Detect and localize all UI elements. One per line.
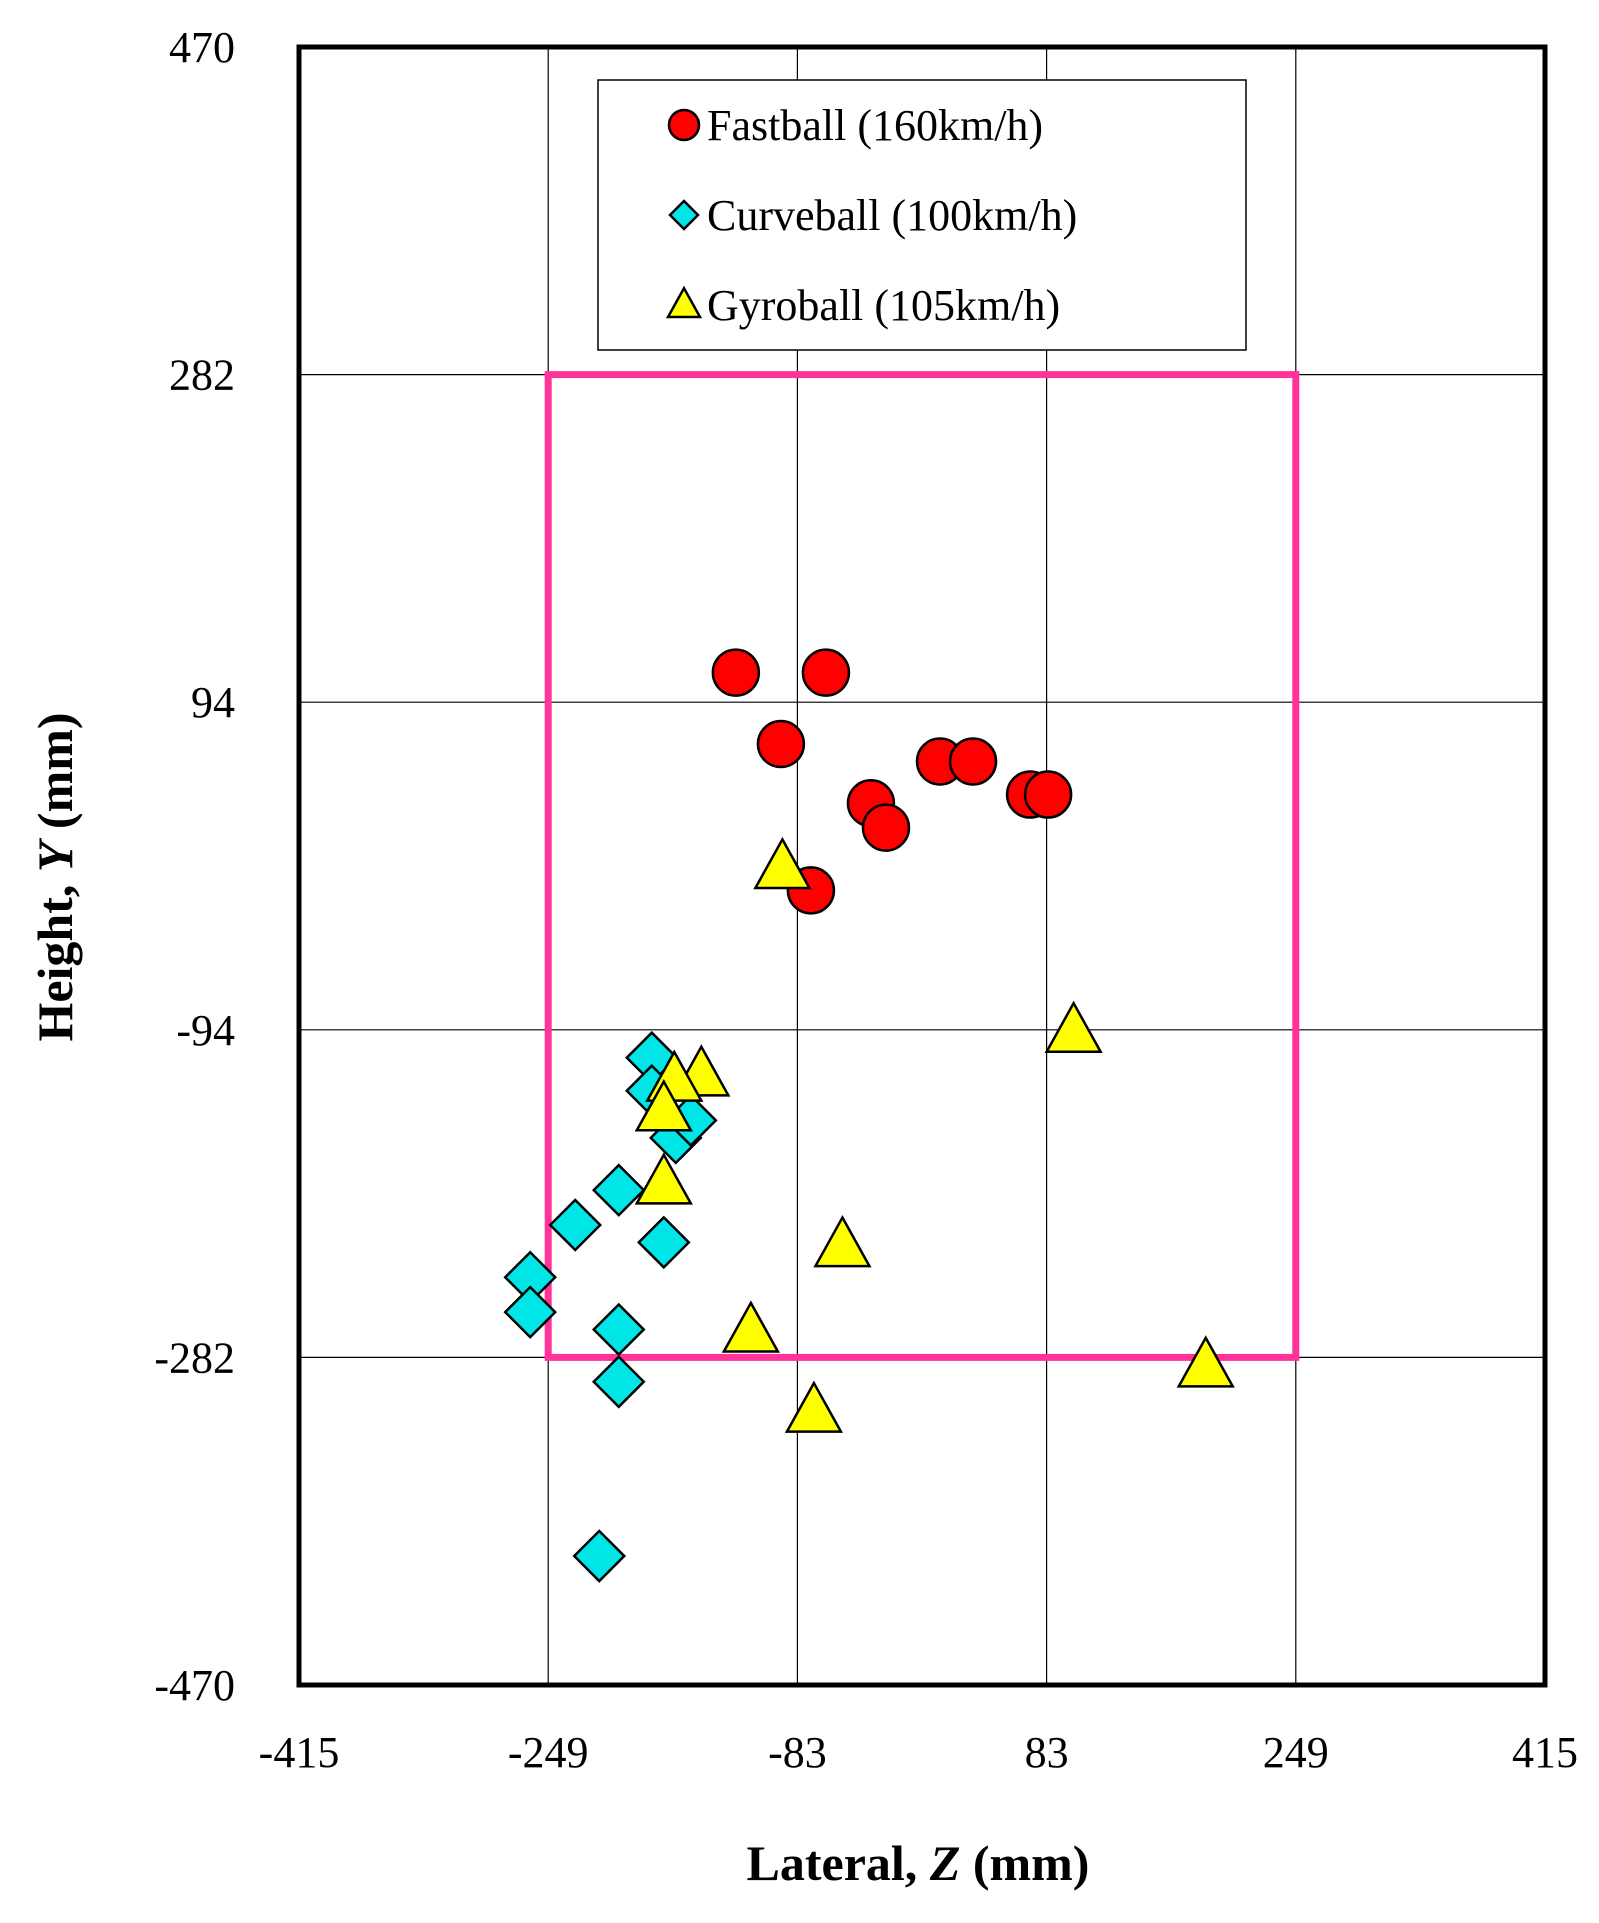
triangle-point <box>1176 1335 1235 1388</box>
x-tick-label: -249 <box>508 1728 589 1777</box>
diamond-point <box>572 1529 627 1583</box>
y-tick-label: 94 <box>191 678 235 727</box>
legend: Fastball (160km/h) Curveball (100km/h) Gyr… <box>597 79 1247 351</box>
triangle-point <box>753 836 812 890</box>
diamond-point <box>637 1215 691 1270</box>
circle-point <box>801 648 851 697</box>
triangle-point <box>634 1079 693 1132</box>
diamond-point <box>548 1198 602 1252</box>
circle-point <box>1023 770 1073 819</box>
plot-frame <box>296 44 1548 1688</box>
x-tick-label: -415 <box>259 1728 340 1777</box>
legend-circle-icon <box>667 108 701 142</box>
strike-zone <box>544 371 1300 1361</box>
data-points <box>503 648 1235 1583</box>
diamond-point <box>591 1302 646 1357</box>
y-axis-title: Height, Y (mm) <box>27 712 83 1041</box>
triangle-point <box>721 1300 780 1353</box>
diamond-point <box>591 1163 646 1217</box>
legend-label: Curveball (100km/h) <box>707 191 1077 240</box>
triangle-point <box>813 1214 872 1268</box>
circle-point <box>711 648 761 697</box>
x-tick-label: 83 <box>1025 1728 1069 1777</box>
y-tick-label: 470 <box>169 23 235 72</box>
triangle-point <box>1044 1000 1103 1054</box>
x-tick-label: 249 <box>1263 1728 1329 1777</box>
circle-point <box>756 719 806 769</box>
diamond-point <box>503 1285 557 1339</box>
y-tick-label: -282 <box>154 1333 235 1382</box>
triangle-point <box>784 1380 844 1433</box>
y-tick-label: -94 <box>176 1006 235 1055</box>
tick-labels: -415 -249 -83 83 249 415 470 282 94 -94 -282 -470 <box>154 23 1578 1777</box>
strike-zone-layer <box>544 371 1300 1361</box>
y-tick-label: -470 <box>154 1661 235 1710</box>
legend-diamond-icon <box>668 199 700 231</box>
x-tick-label: -83 <box>768 1728 827 1777</box>
legend-label: Gyroball (105km/h) <box>707 281 1060 330</box>
circle-point <box>948 737 998 786</box>
legend-label: Fastball (160km/h) <box>707 101 1043 150</box>
circle-point <box>861 803 911 852</box>
legend-triangle-icon <box>665 285 703 319</box>
legend-box <box>597 79 1247 351</box>
x-tick-label: 415 <box>1512 1728 1578 1777</box>
triangle-point <box>634 1152 693 1205</box>
diamond-point <box>591 1355 646 1409</box>
y-tick-label: 282 <box>169 351 235 400</box>
x-axis-title: Lateral, Z (mm) <box>747 1835 1090 1891</box>
